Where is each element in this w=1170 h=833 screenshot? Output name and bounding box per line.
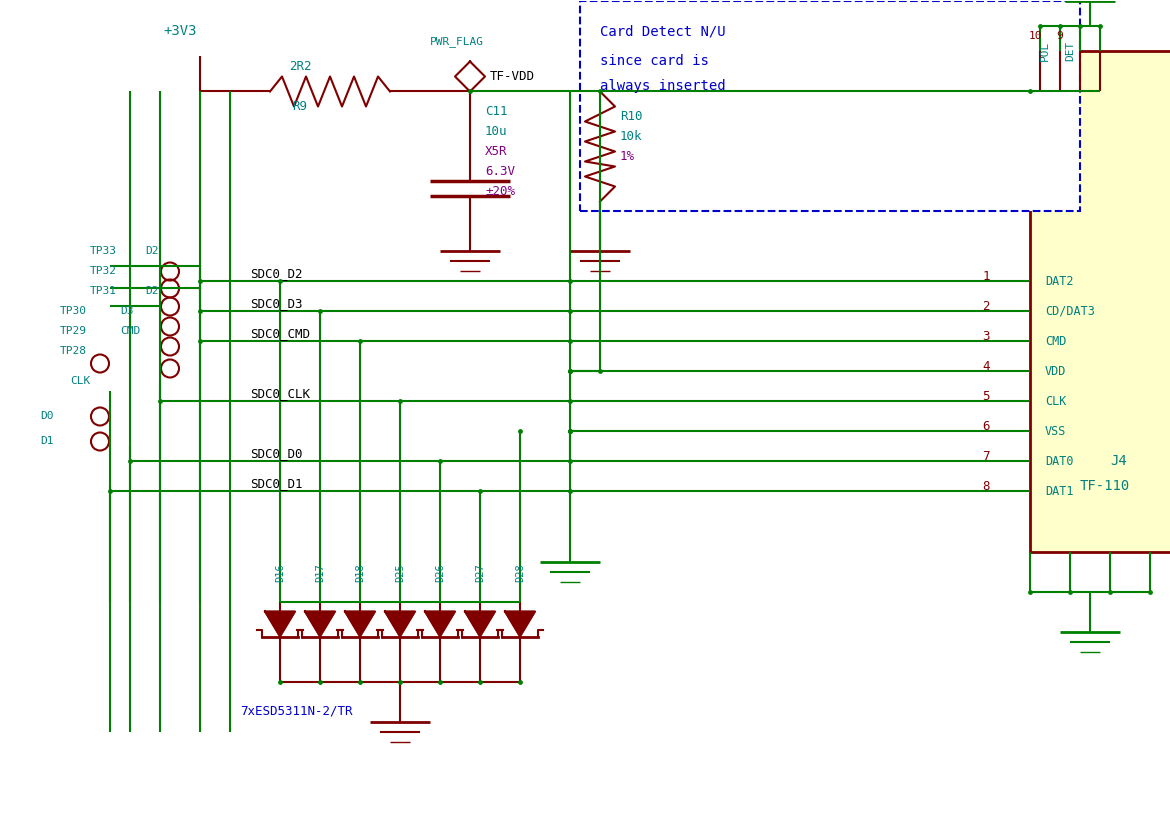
Text: TP30: TP30 [60,307,87,317]
Text: D27: D27 [475,563,486,581]
Text: TP31: TP31 [90,287,117,297]
Text: TP33: TP33 [90,247,117,257]
Polygon shape [464,611,495,636]
Text: CLK: CLK [70,377,90,387]
Text: +3V3: +3V3 [164,24,197,38]
Text: CD/DAT3: CD/DAT3 [1045,305,1095,318]
Text: 9: 9 [1057,32,1064,42]
Text: PWR_FLAG: PWR_FLAG [431,36,484,47]
Text: CMD: CMD [121,327,140,337]
Text: POL: POL [1040,42,1049,62]
Text: Card Detect N/U: Card Detect N/U [600,24,725,38]
Text: 2: 2 [983,300,990,313]
Text: DAT1: DAT1 [1045,485,1074,498]
FancyBboxPatch shape [1030,52,1170,551]
Text: TP28: TP28 [60,347,87,357]
Text: always inserted: always inserted [600,79,725,93]
Polygon shape [505,611,535,636]
Text: 6: 6 [983,420,990,433]
Text: D17: D17 [315,563,325,581]
Text: 10u: 10u [486,125,508,138]
Text: SDC0_CMD: SDC0_CMD [250,327,310,340]
Text: 5: 5 [983,390,990,403]
Text: CLK: CLK [1045,395,1066,408]
Text: R10: R10 [620,110,642,123]
Text: 6.3V: 6.3V [486,165,515,178]
Text: DAT2: DAT2 [1045,275,1074,288]
Text: SDC0_D1: SDC0_D1 [250,477,303,490]
Text: CMD: CMD [1045,335,1066,348]
Text: 10: 10 [1028,32,1041,42]
Text: X5R: X5R [486,145,508,158]
Text: 4: 4 [983,360,990,373]
Text: 3: 3 [983,330,990,343]
Text: SDC0_D2: SDC0_D2 [250,267,303,280]
Text: R9: R9 [292,100,308,113]
Polygon shape [264,611,295,636]
Text: 7: 7 [983,450,990,463]
Text: D2: D2 [145,287,158,297]
Text: SDC0_D0: SDC0_D0 [250,447,303,460]
Polygon shape [305,611,335,636]
Text: ±20%: ±20% [486,185,515,198]
Text: 8: 8 [983,480,990,493]
FancyBboxPatch shape [580,2,1080,212]
Text: DAT0: DAT0 [1045,455,1074,468]
Text: J4: J4 [1110,455,1127,468]
Text: TF-110: TF-110 [1080,480,1130,493]
Polygon shape [345,611,376,636]
Text: 7xESD5311N-2/TR: 7xESD5311N-2/TR [240,705,352,718]
Text: since card is: since card is [600,54,709,68]
Text: VDD: VDD [1045,365,1066,378]
Text: 1: 1 [983,270,990,283]
Text: TP32: TP32 [90,267,117,277]
Text: VSS: VSS [1045,425,1066,438]
Text: TP29: TP29 [60,327,87,337]
Text: SDC0_CLK: SDC0_CLK [250,387,310,400]
Text: D3: D3 [121,307,133,317]
Text: D0: D0 [40,412,54,421]
Text: SDC0_D3: SDC0_D3 [250,297,303,310]
Text: TF-VDD: TF-VDD [490,70,535,83]
Text: D18: D18 [355,563,365,581]
Text: 10k: 10k [620,130,642,143]
Text: D28: D28 [515,563,525,581]
Text: 2R2: 2R2 [289,60,311,73]
Text: DET: DET [1065,42,1075,62]
Polygon shape [385,611,415,636]
Text: D1: D1 [40,436,54,446]
Text: D26: D26 [435,563,445,581]
Text: D2: D2 [145,247,158,257]
Text: D25: D25 [395,563,405,581]
Text: C11: C11 [486,105,508,118]
Polygon shape [425,611,455,636]
Text: D16: D16 [275,563,285,581]
Text: 1%: 1% [620,150,635,163]
